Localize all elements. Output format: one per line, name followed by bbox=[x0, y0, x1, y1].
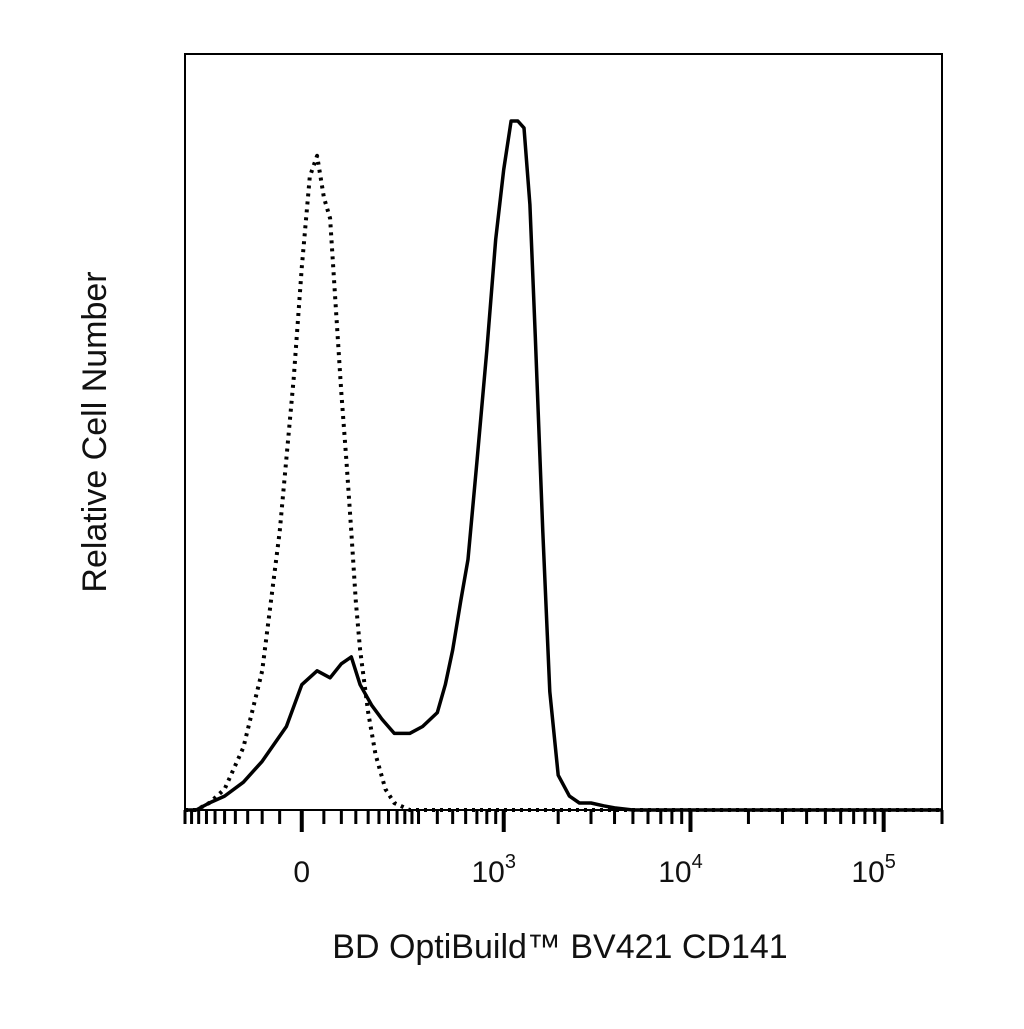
x-tick-label: 103 bbox=[471, 851, 516, 889]
series-layer bbox=[185, 119, 942, 812]
stained-histogram-line bbox=[185, 119, 942, 812]
x-minor-ticks bbox=[183, 810, 944, 824]
x-tick-exponent: 5 bbox=[885, 851, 896, 873]
x-tick-exponent: 4 bbox=[692, 851, 703, 873]
x-tick-label: 104 bbox=[658, 851, 703, 889]
plot-frame bbox=[184, 53, 943, 811]
x-tick-label: 0 bbox=[293, 856, 310, 889]
x-tick-exponent: 3 bbox=[505, 851, 516, 873]
x-axis-title: BD OptiBuild™ BV421 CD141 bbox=[332, 928, 787, 966]
x-tick-label: 105 bbox=[851, 851, 896, 889]
y-axis-title: Relative Cell Number bbox=[76, 271, 114, 592]
control-histogram-line bbox=[185, 153, 942, 812]
